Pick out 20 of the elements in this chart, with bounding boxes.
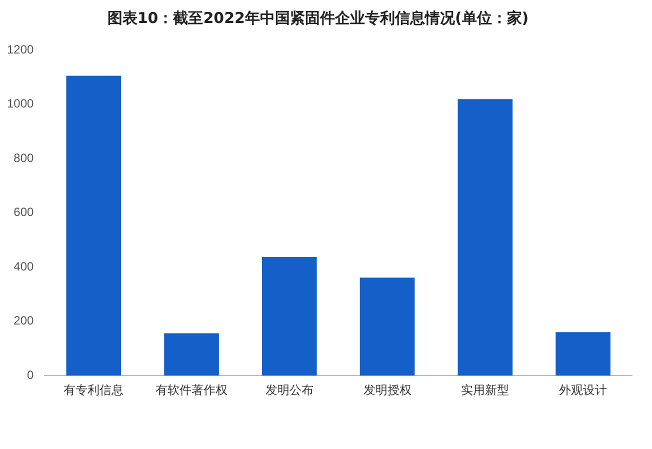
y-tick-label: 200 [14, 314, 34, 328]
x-tick-label: 发明公布 [265, 383, 314, 398]
bar [458, 99, 513, 376]
y-tick-label: 0 [27, 368, 34, 382]
bar [66, 76, 122, 376]
y-tick-label: 600 [14, 205, 34, 220]
y-tick-label: 400 [14, 259, 34, 274]
y-tick-label: 800 [14, 150, 34, 165]
y-tick-label: 1200 [6, 42, 34, 56]
bar [360, 278, 415, 376]
bar [262, 257, 317, 376]
x-tick-label: 有专利信息 [64, 383, 124, 398]
x-tick-label: 实用新型 [461, 383, 510, 398]
x-tick-label: 外观设计 [559, 383, 608, 398]
x-tick-label: 发明授权 [363, 383, 412, 398]
chart-title: 图表10：截至2022年中国紧固件企业专利信息情况(单位：家) [107, 8, 529, 27]
y-tick-label: 1000 [6, 96, 34, 111]
bar [164, 333, 219, 376]
x-tick-label: 有软件著作权 [156, 383, 228, 398]
bar [556, 332, 610, 376]
